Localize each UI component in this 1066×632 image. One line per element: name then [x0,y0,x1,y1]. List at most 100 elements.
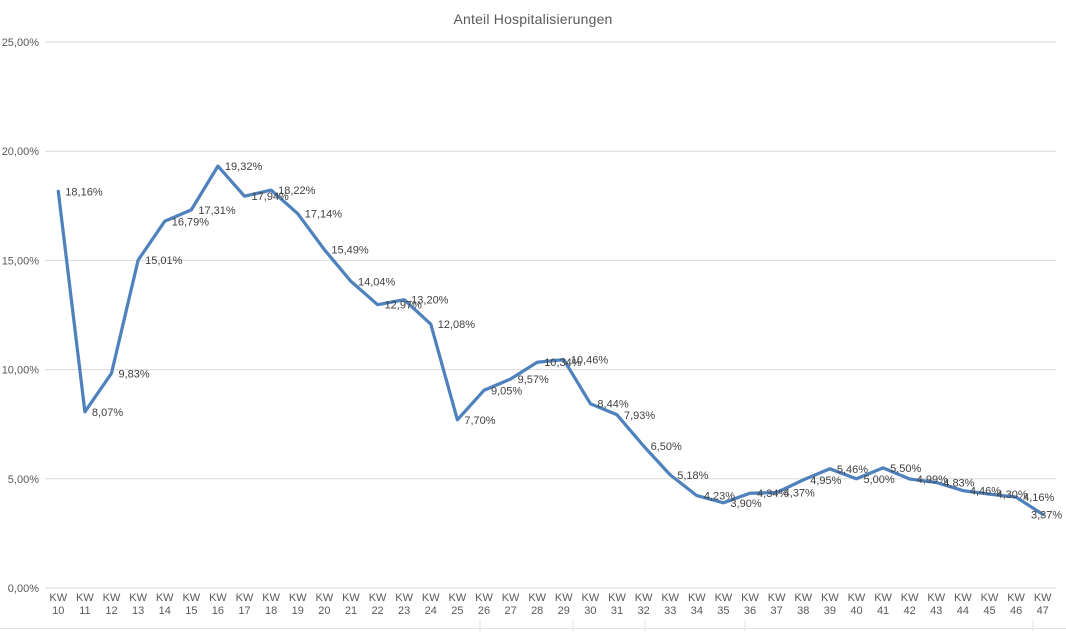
y-axis-tick-label: 20,00% [2,146,40,158]
x-axis-tick-label: 25 [451,605,463,617]
data-point-label: 18,16% [65,186,103,198]
x-axis-tick-label: 45 [983,605,995,617]
x-axis-tick-prefix: KW [848,592,866,604]
x-axis-tick-prefix: KW [528,592,546,604]
data-point-label: 5,50% [890,463,921,475]
x-axis-tick-label: 27 [504,605,516,617]
x-axis-tick-prefix: KW [502,592,520,604]
x-axis-tick-prefix: KW [794,592,812,604]
x-axis-tick-prefix: KW [741,592,759,604]
x-axis-tick-label: 20 [318,605,330,617]
x-axis-tick-prefix: KW [156,592,174,604]
data-point-label: 18,22% [278,185,316,197]
x-axis-tick-label: 37 [771,605,783,617]
x-axis-tick-label: 13 [132,605,144,617]
data-point-label: 15,49% [331,245,369,257]
x-axis-tick-label: 29 [558,605,570,617]
data-point-label: 4,46% [970,486,1001,498]
x-axis-tick-prefix: KW [635,592,653,604]
x-axis-tick-prefix: KW [422,592,440,604]
x-axis-tick-label: 33 [664,605,676,617]
data-point-label: 4,95% [810,475,841,487]
x-axis-tick-label: 11 [79,605,90,617]
x-axis-tick-label: 46 [1010,605,1022,617]
x-axis-tick-label: 32 [637,605,649,617]
data-point-label: 4,99% [917,474,948,486]
x-axis-tick-label: 34 [691,605,703,617]
data-point-label: 3,37% [1031,509,1062,521]
x-axis-tick-prefix: KW [76,592,94,604]
x-axis-tick-prefix: KW [981,592,999,604]
x-axis-tick-label: 47 [1037,605,1049,617]
chart-title: Anteil Hospitalisierungen [453,11,613,27]
x-axis-tick-label: 19 [292,605,304,617]
x-axis-tick-prefix: KW [608,592,626,604]
data-point-label: 8,07% [92,407,123,419]
data-point-label: 10,46% [571,355,609,367]
data-point-label: 6,50% [651,441,682,453]
y-axis-tick-label: 15,00% [2,255,40,267]
data-point-label: 4,23% [704,491,735,503]
x-axis-tick-label: 22 [371,605,383,617]
x-axis-tick-prefix: KW [315,592,333,604]
x-axis-tick-prefix: KW [715,592,733,604]
data-point-label: 5,00% [863,474,894,486]
data-point-label: 4,30% [996,489,1027,501]
data-point-label: 4,83% [943,478,974,490]
x-axis-tick-prefix: KW [103,592,121,604]
x-axis-tick-prefix: KW [342,592,360,604]
x-axis-tick-label: 44 [957,605,969,617]
data-point-label: 4,37% [784,488,815,500]
x-axis-tick-label: 18 [265,605,277,617]
x-axis-tick-label: 21 [345,605,357,617]
data-point-label: 3,90% [730,498,761,510]
x-axis-tick-prefix: KW [1034,592,1052,604]
data-point-label: 12,97% [385,300,423,312]
y-axis-tick-label: 10,00% [2,365,40,377]
data-point-label: 9,83% [119,368,150,380]
x-axis-tick-prefix: KW [209,592,227,604]
x-axis-tick-label: 36 [744,605,756,617]
data-point-label: 5,18% [677,470,708,482]
data-point-label: 5,46% [837,464,868,476]
x-axis-tick-label: 16 [212,605,224,617]
x-axis-tick-prefix: KW [49,592,67,604]
y-axis-tick-label: 25,00% [2,37,40,49]
x-axis-tick-label: 14 [159,605,171,617]
data-point-label: 17,94% [252,191,290,203]
x-axis-tick-label: 38 [797,605,809,617]
data-point-label: 9,57% [518,374,549,386]
data-point-label: 15,01% [145,255,183,267]
x-axis-tick-prefix: KW [369,592,387,604]
x-axis-tick-label: 28 [531,605,543,617]
x-axis-tick-prefix: KW [289,592,307,604]
x-axis-tick-label: 15 [185,605,197,617]
x-axis-tick-label: 10 [52,605,64,617]
y-axis-tick-label: 0,00% [8,583,39,595]
x-axis-tick-prefix: KW [821,592,839,604]
data-point-label: 4,34% [757,488,788,500]
x-axis-tick-label: 31 [611,605,623,617]
data-point-label: 17,14% [305,209,343,221]
data-point-label: 14,04% [358,276,396,288]
data-point-label: 4,16% [1023,492,1054,504]
x-axis-tick-prefix: KW [582,592,600,604]
data-point-label: 19,32% [225,161,263,173]
data-point-label: 7,70% [464,415,495,427]
x-axis-tick-label: 39 [824,605,836,617]
data-point-label: 13,20% [411,295,449,307]
x-axis-tick-label: 40 [850,605,862,617]
x-axis-tick-prefix: KW [129,592,147,604]
x-axis-tick-label: 43 [930,605,942,617]
x-axis-tick-label: 12 [105,605,117,617]
x-axis-tick-prefix: KW [262,592,280,604]
x-axis-tick-prefix: KW [1007,592,1025,604]
x-axis-tick-label: 41 [877,605,889,617]
x-axis-tick-prefix: KW [475,592,493,604]
x-axis-tick-prefix: KW [901,592,919,604]
x-axis-tick-prefix: KW [182,592,200,604]
data-point-label: 10,34% [544,357,582,369]
y-axis-tick-label: 5,00% [8,474,39,486]
x-axis-tick-prefix: KW [688,592,706,604]
